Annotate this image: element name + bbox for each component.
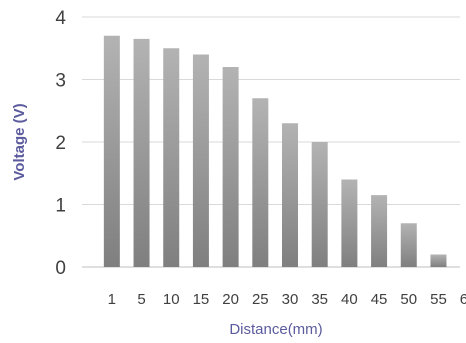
bar-15	[192, 54, 209, 267]
bar-5	[133, 38, 150, 267]
x-tick-labels: 151015202530354045505560	[108, 291, 466, 308]
bar-45	[371, 195, 388, 267]
x-tick-label: 50	[400, 291, 417, 308]
x-tick-label: 55	[430, 291, 447, 308]
y-tick-label: 2	[55, 133, 66, 154]
bars	[103, 35, 447, 267]
x-tick-label: 20	[222, 291, 239, 308]
y-tick-labels: 0 1 2 3 4	[55, 8, 66, 279]
x-tick-label: 40	[341, 291, 358, 308]
x-tick-label: 60	[460, 291, 466, 308]
y-tick-label: 3	[55, 71, 66, 92]
x-tick-label: 5	[137, 291, 145, 308]
y-axis-label: Voltage (V)	[11, 103, 28, 180]
bar-1	[103, 35, 120, 267]
bar-25	[252, 98, 269, 267]
x-tick-label: 10	[163, 291, 180, 308]
x-tick-label: 1	[108, 291, 116, 308]
bar-50	[400, 223, 417, 267]
bar-40	[341, 179, 358, 267]
x-tick-label: 45	[371, 291, 388, 308]
x-axis-label: Distance(mm)	[229, 321, 322, 338]
bar-20	[222, 67, 239, 267]
x-tick-label: 25	[252, 291, 269, 308]
bar-30	[282, 123, 298, 267]
x-tick-label: 35	[311, 291, 328, 308]
x-tick-label: 30	[282, 291, 299, 308]
bar-55	[430, 254, 447, 267]
x-tick-label: 15	[193, 291, 210, 308]
y-tick-label: 4	[55, 8, 66, 29]
y-tick-label: 1	[55, 196, 66, 217]
bar-10	[163, 48, 180, 267]
bar-35	[311, 142, 328, 267]
y-tick-label: 0	[55, 258, 66, 279]
